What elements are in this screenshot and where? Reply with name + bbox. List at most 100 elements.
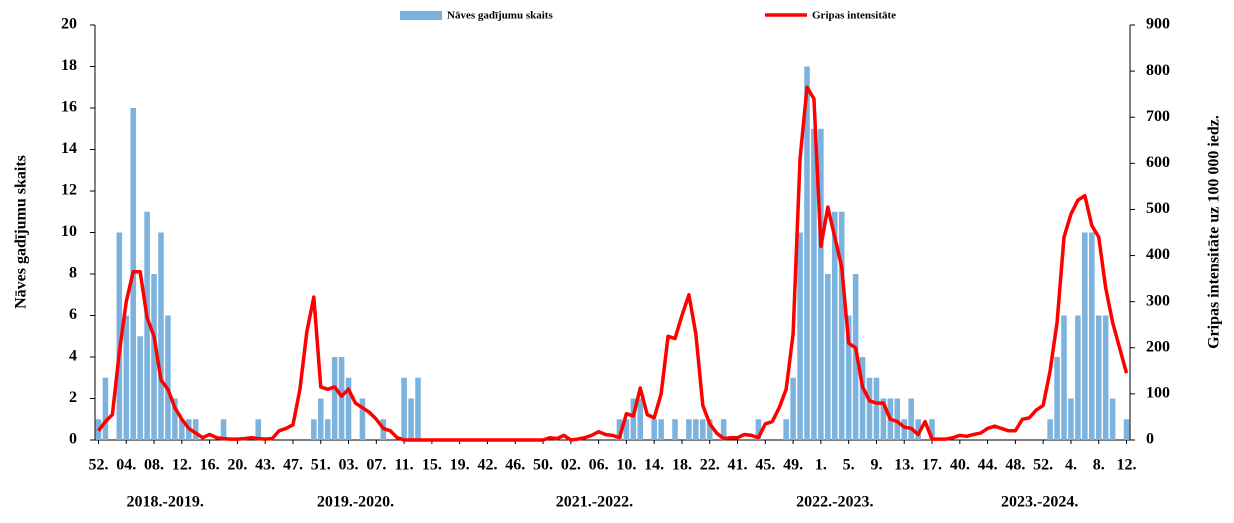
x-tick-label: 03. (339, 457, 359, 474)
bar (706, 419, 713, 440)
bar (1082, 232, 1088, 440)
y-tick-label: 6 (69, 306, 77, 323)
bar (165, 315, 171, 440)
bar (825, 274, 831, 440)
x-tick-label: 52. (88, 457, 108, 474)
bar (859, 357, 866, 440)
y-tick-label: 14 (61, 140, 77, 157)
x-tick-label: 40. (950, 457, 970, 474)
y2-tick-label: 0 (1146, 431, 1154, 448)
bar (832, 211, 838, 440)
x-tick-label: 48. (1005, 457, 1025, 474)
bar (144, 211, 150, 440)
bar (1102, 315, 1109, 440)
y-tick-label: 0 (69, 431, 77, 448)
bar (324, 419, 331, 440)
x-tick-label: 19. (450, 457, 470, 474)
bar (192, 419, 199, 440)
x-tick-label: 18. (672, 457, 692, 474)
bar (873, 377, 880, 440)
bar (1109, 398, 1116, 440)
x-tick-label: 04. (116, 457, 136, 474)
bar (915, 419, 921, 440)
season-label: 2021.-2022. (556, 494, 633, 511)
y-tick-label: 8 (69, 265, 77, 282)
bar (408, 398, 414, 440)
line (97, 85, 1129, 442)
bar (838, 211, 845, 440)
season-label: 2023.-2024. (1001, 494, 1078, 511)
bar (866, 377, 873, 440)
y-tick-label: 20 (61, 16, 77, 33)
y2-tick-label: 700 (1146, 108, 1170, 125)
x-tick-label: 10. (616, 457, 636, 474)
x-tick-label: 8. (1093, 457, 1105, 474)
bar (637, 398, 644, 440)
bar (1123, 419, 1130, 440)
bar (1089, 232, 1095, 440)
y2-tick-label: 400 (1146, 246, 1170, 263)
x-tick-label: 06. (589, 457, 609, 474)
bar (672, 419, 678, 440)
bar (845, 315, 852, 440)
bar (818, 128, 824, 440)
y2-tick-label: 300 (1146, 292, 1170, 309)
x-tick-label: 5. (843, 457, 855, 474)
x-tick-label: 9. (870, 457, 882, 474)
bar (1047, 419, 1053, 440)
x-tick-label: 15. (422, 457, 442, 474)
bar (658, 419, 664, 440)
bar (401, 377, 407, 440)
bar (616, 419, 623, 440)
bar (179, 419, 185, 440)
x-tick-label: 51. (311, 457, 331, 474)
x-tick-label: 4. (1065, 457, 1077, 474)
bar (1061, 315, 1067, 440)
x-tick-label: 12. (172, 457, 192, 474)
bar (116, 232, 123, 440)
x-tick-label: 47. (283, 457, 303, 474)
bar (415, 377, 421, 440)
x-tick-label: 50. (533, 457, 553, 474)
x-tick-label: 45. (755, 457, 775, 474)
season-label: 2018.-2019. (126, 494, 203, 511)
x-tick-label: 49. (783, 457, 803, 474)
bar (686, 419, 692, 440)
x-tick-label: 16. (200, 457, 220, 474)
x-tick-label: 20. (227, 457, 247, 474)
bar (1068, 398, 1074, 440)
bar (804, 66, 810, 440)
y-tick-label: 4 (69, 348, 77, 365)
bar (811, 128, 817, 440)
bar (220, 419, 227, 440)
x-tick-label: 1. (815, 457, 827, 474)
bar (908, 398, 914, 440)
bar (158, 232, 164, 440)
x-tick-label: 12. (1117, 457, 1137, 474)
bar (720, 419, 727, 440)
bar (331, 357, 338, 440)
bar (700, 419, 706, 440)
y-tick-label: 18 (61, 57, 77, 74)
bar (255, 419, 262, 440)
bar (623, 419, 630, 440)
bar (880, 398, 887, 440)
bar (1075, 315, 1081, 440)
bar (783, 419, 789, 440)
x-tick-label: 11. (395, 457, 414, 474)
y-axis-label: Nāves gadījumu skaits (13, 155, 30, 309)
y2-tick-label: 600 (1146, 154, 1170, 171)
bar (137, 336, 143, 440)
bar (693, 419, 699, 440)
y-tick-label: 16 (61, 99, 77, 116)
bar (345, 377, 352, 440)
bar (317, 398, 324, 440)
y-tick-label: 12 (61, 182, 77, 199)
bar (894, 398, 901, 440)
y2-tick-label: 100 (1146, 385, 1170, 402)
bar (901, 419, 908, 440)
x-tick-label: 07. (366, 457, 386, 474)
x-tick-label: 41. (728, 457, 748, 474)
bar (929, 419, 935, 440)
x-tick-label: 02. (561, 457, 581, 474)
